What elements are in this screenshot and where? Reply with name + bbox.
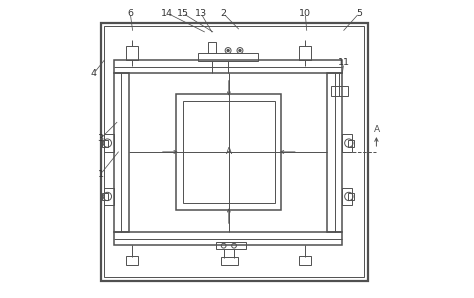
Bar — [114, 60, 342, 73]
Text: 1: 1 — [98, 170, 103, 179]
Text: 11: 11 — [338, 58, 350, 67]
Bar — [126, 46, 137, 60]
Text: 3: 3 — [98, 134, 104, 143]
Text: 5: 5 — [356, 9, 362, 18]
Bar — [104, 27, 364, 277]
Bar — [100, 23, 367, 281]
Bar — [299, 256, 311, 265]
Bar — [216, 243, 246, 249]
Text: 6: 6 — [127, 9, 133, 18]
Circle shape — [239, 49, 241, 52]
Bar — [102, 193, 108, 200]
Text: 10: 10 — [299, 9, 311, 18]
Text: 4: 4 — [91, 69, 97, 78]
Bar — [348, 139, 354, 147]
Text: A: A — [374, 125, 380, 134]
Text: 15: 15 — [177, 9, 189, 18]
Text: 2: 2 — [220, 9, 226, 18]
Bar — [208, 42, 216, 54]
Bar — [328, 73, 342, 232]
Text: A: A — [226, 148, 232, 156]
Text: 13: 13 — [195, 9, 207, 18]
Bar — [104, 134, 114, 152]
Bar — [342, 187, 352, 205]
Text: 14: 14 — [161, 9, 173, 18]
Bar — [114, 73, 129, 232]
Bar — [331, 86, 347, 96]
Bar — [114, 232, 342, 245]
Bar — [176, 94, 282, 210]
Bar — [104, 187, 114, 205]
Bar — [299, 46, 311, 60]
Bar — [342, 134, 352, 152]
Circle shape — [227, 49, 229, 52]
Bar — [102, 139, 108, 147]
Bar — [348, 193, 354, 200]
Bar — [126, 256, 137, 265]
Bar — [199, 54, 258, 61]
Bar — [221, 257, 238, 265]
Bar — [182, 101, 275, 203]
